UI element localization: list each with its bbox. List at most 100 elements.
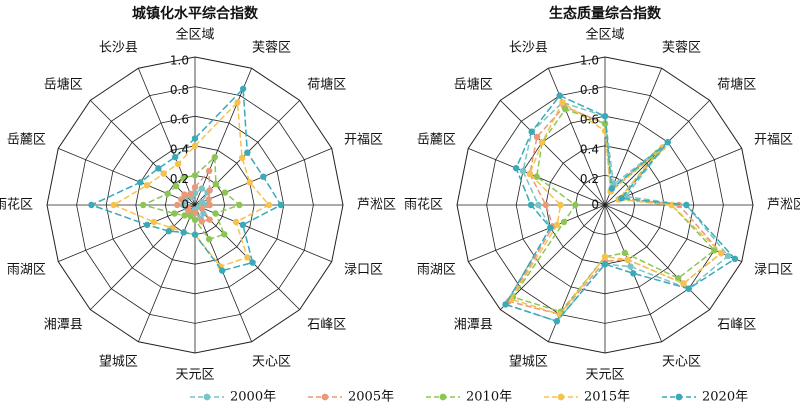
data-point xyxy=(143,181,151,189)
axis-spoke xyxy=(90,204,196,310)
tick-label: 0.2 xyxy=(170,172,189,186)
axis-spoke xyxy=(547,68,606,206)
data-point xyxy=(180,174,187,181)
series-4 xyxy=(88,85,285,274)
data-point xyxy=(547,224,554,231)
series-line xyxy=(511,108,716,313)
axis-spoke xyxy=(500,100,606,206)
axis-spoke xyxy=(604,204,710,310)
data-point xyxy=(212,210,219,217)
chart-title: 城镇化水平综合指数 xyxy=(132,5,259,22)
category-label: 石峰区 xyxy=(717,318,756,333)
category-label: 石峰区 xyxy=(307,318,346,333)
series-3 xyxy=(110,99,273,270)
data-point xyxy=(191,184,199,191)
series-1 xyxy=(174,167,213,225)
category-label: 天心区 xyxy=(662,355,701,370)
data-point xyxy=(238,154,246,162)
data-point xyxy=(556,92,563,99)
legend-item: 2005年 xyxy=(308,390,394,405)
data-point xyxy=(212,180,220,188)
tick-label: 1.0 xyxy=(580,54,599,68)
category-label: 天心区 xyxy=(252,355,291,370)
data-point xyxy=(675,275,682,282)
data-point xyxy=(181,212,188,219)
data-point xyxy=(191,135,199,142)
data-point xyxy=(164,190,171,197)
data-point xyxy=(535,201,542,209)
data-point xyxy=(683,201,690,209)
data-point xyxy=(218,267,226,274)
data-point xyxy=(191,231,199,238)
data-point xyxy=(236,201,243,209)
legend-marker xyxy=(557,393,565,401)
data-point xyxy=(559,99,566,106)
data-point xyxy=(171,153,179,161)
series-line xyxy=(507,105,723,316)
category-label: 开福区 xyxy=(754,132,793,147)
data-point xyxy=(601,120,609,127)
legend-marker xyxy=(321,393,329,401)
data-point xyxy=(731,255,739,263)
category-label: 岳塘区 xyxy=(454,76,493,92)
series-3 xyxy=(507,99,725,318)
data-point xyxy=(608,185,615,192)
data-point xyxy=(178,196,185,203)
category-label: 芙蓉区 xyxy=(252,40,291,55)
data-point xyxy=(533,133,541,141)
data-point xyxy=(553,318,561,325)
data-point xyxy=(512,164,520,172)
data-point xyxy=(187,212,194,220)
data-point xyxy=(680,280,687,287)
data-point xyxy=(191,216,199,223)
series-line xyxy=(504,94,737,323)
data-point xyxy=(137,179,144,186)
axis-spoke xyxy=(137,68,196,206)
data-point xyxy=(171,210,178,217)
data-point xyxy=(221,231,228,238)
data-point xyxy=(205,235,213,243)
data-point xyxy=(206,216,213,223)
data-point xyxy=(140,201,147,209)
data-point xyxy=(718,249,725,257)
legend-label: 2010年 xyxy=(466,390,512,405)
data-point xyxy=(601,261,609,268)
data-point xyxy=(664,139,671,146)
data-point xyxy=(200,210,207,217)
tick-label: 0.6 xyxy=(170,113,189,127)
category-label: 芦淞区 xyxy=(767,198,800,213)
data-point xyxy=(181,191,188,198)
data-point xyxy=(206,187,213,194)
category-label: 天元区 xyxy=(175,368,214,383)
category-label: 雨花区 xyxy=(404,197,443,213)
category-label: 长沙县 xyxy=(509,40,548,55)
data-point xyxy=(150,218,158,226)
category-label: 湘潭县 xyxy=(454,318,493,333)
tick-label: 0.8 xyxy=(170,83,189,97)
data-point xyxy=(562,106,569,113)
axis-spoke xyxy=(500,204,606,310)
category-label: 岳塘区 xyxy=(44,76,83,92)
category-label: 芙蓉区 xyxy=(662,40,701,55)
data-point xyxy=(624,256,631,263)
data-point xyxy=(560,218,568,226)
data-point xyxy=(601,127,609,135)
legend: 2000年 2005年 2010年 2015年 2020年 xyxy=(190,390,748,405)
category-label: 全区域 xyxy=(585,27,624,43)
legend-marker xyxy=(203,393,211,401)
data-point xyxy=(601,253,609,260)
category-label: 望城区 xyxy=(509,354,548,370)
tick-label: 0.4 xyxy=(170,142,189,156)
data-point xyxy=(519,167,527,175)
data-point xyxy=(630,270,637,277)
axis-spoke xyxy=(58,147,196,206)
data-point xyxy=(675,201,683,209)
data-point xyxy=(260,173,267,180)
data-point xyxy=(110,201,117,209)
data-point xyxy=(528,128,535,135)
data-point xyxy=(618,195,625,202)
data-point xyxy=(174,160,182,168)
data-point xyxy=(88,201,95,209)
